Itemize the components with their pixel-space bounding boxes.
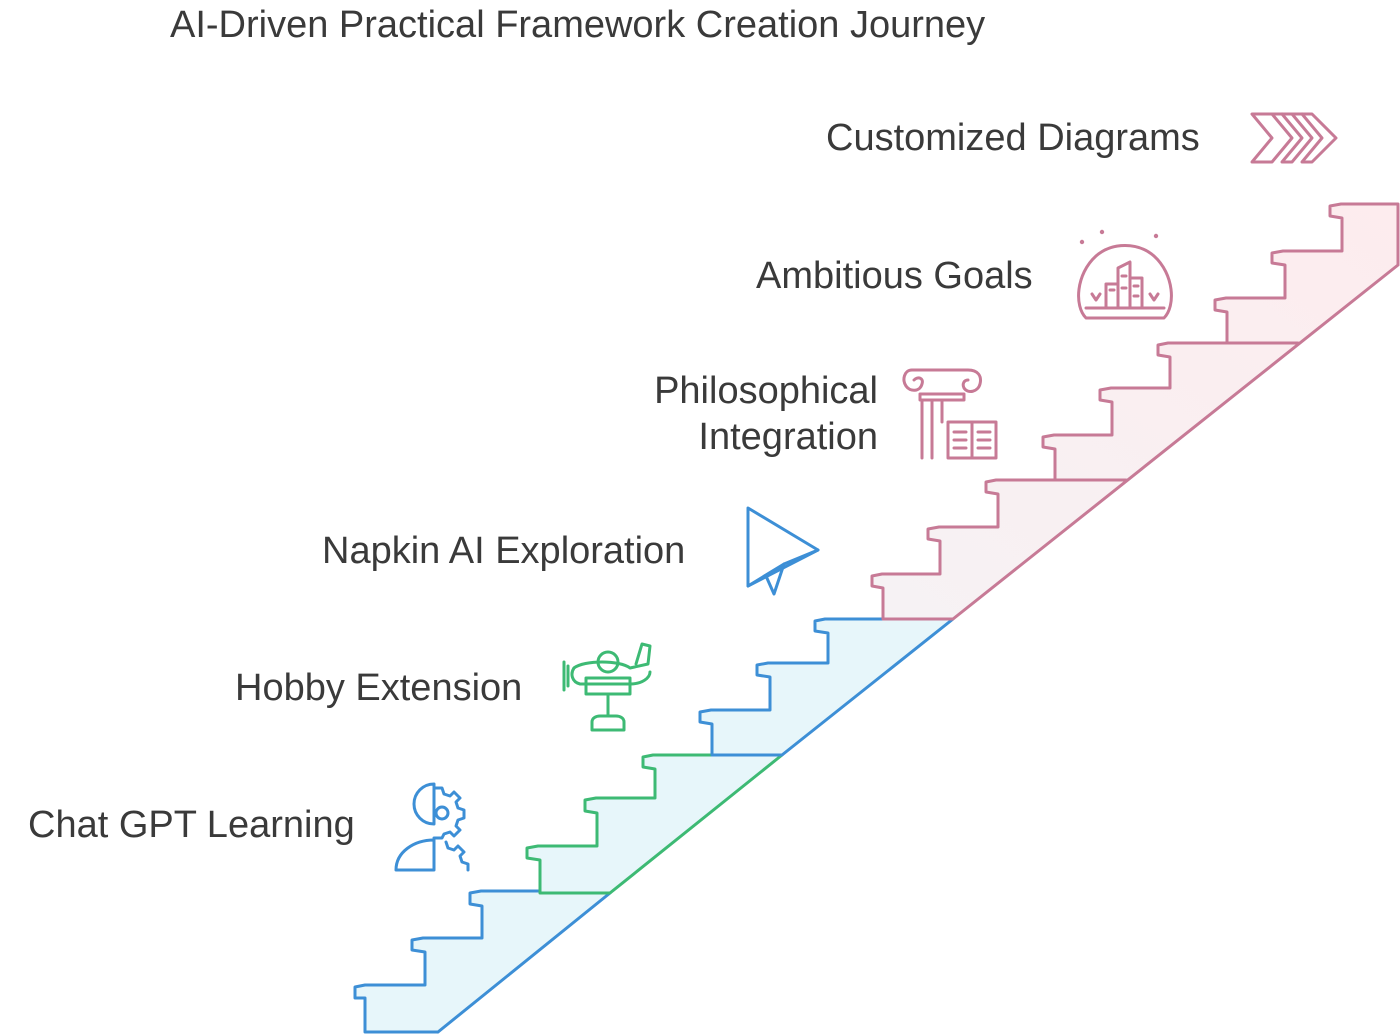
stage-label-line-2: Integration — [698, 416, 878, 458]
stairs-lower-fill — [355, 619, 953, 1032]
stage-label-philosophical-integration: Philosophical Integration — [640, 368, 878, 460]
city-dome-icon — [1077, 229, 1173, 320]
stage-label-chat-gpt-learning: Chat GPT Learning — [28, 804, 355, 846]
stairs-upper-fill — [872, 204, 1398, 619]
diagram-title: AI-Driven Practical Framework Creation J… — [170, 4, 986, 46]
stage-label-hobby-extension: Hobby Extension — [235, 667, 523, 709]
stage-label-line-1: Philosophical — [654, 370, 878, 412]
paper-plane-icon — [746, 506, 820, 596]
stairs-pink-inner-edges — [1053, 341, 1300, 482]
triple-chevron-icon — [1250, 112, 1338, 164]
stairs-green-outline — [525, 753, 784, 895]
stage-label-napkin-ai-exploration: Napkin AI Exploration — [322, 530, 686, 572]
stairs-blue-outline — [353, 889, 612, 1034]
column-book-icon — [902, 368, 998, 460]
stage-label-ambitious-goals: Ambitious Goals — [756, 255, 1033, 297]
stage-label-customized-diagrams: Customized Diagrams — [826, 117, 1200, 159]
person-gear-icon — [394, 782, 470, 872]
stairs-blue-outline-mid — [698, 617, 955, 757]
stairs-pink-outline — [870, 202, 1400, 621]
model-airplane-icon — [562, 642, 652, 732]
